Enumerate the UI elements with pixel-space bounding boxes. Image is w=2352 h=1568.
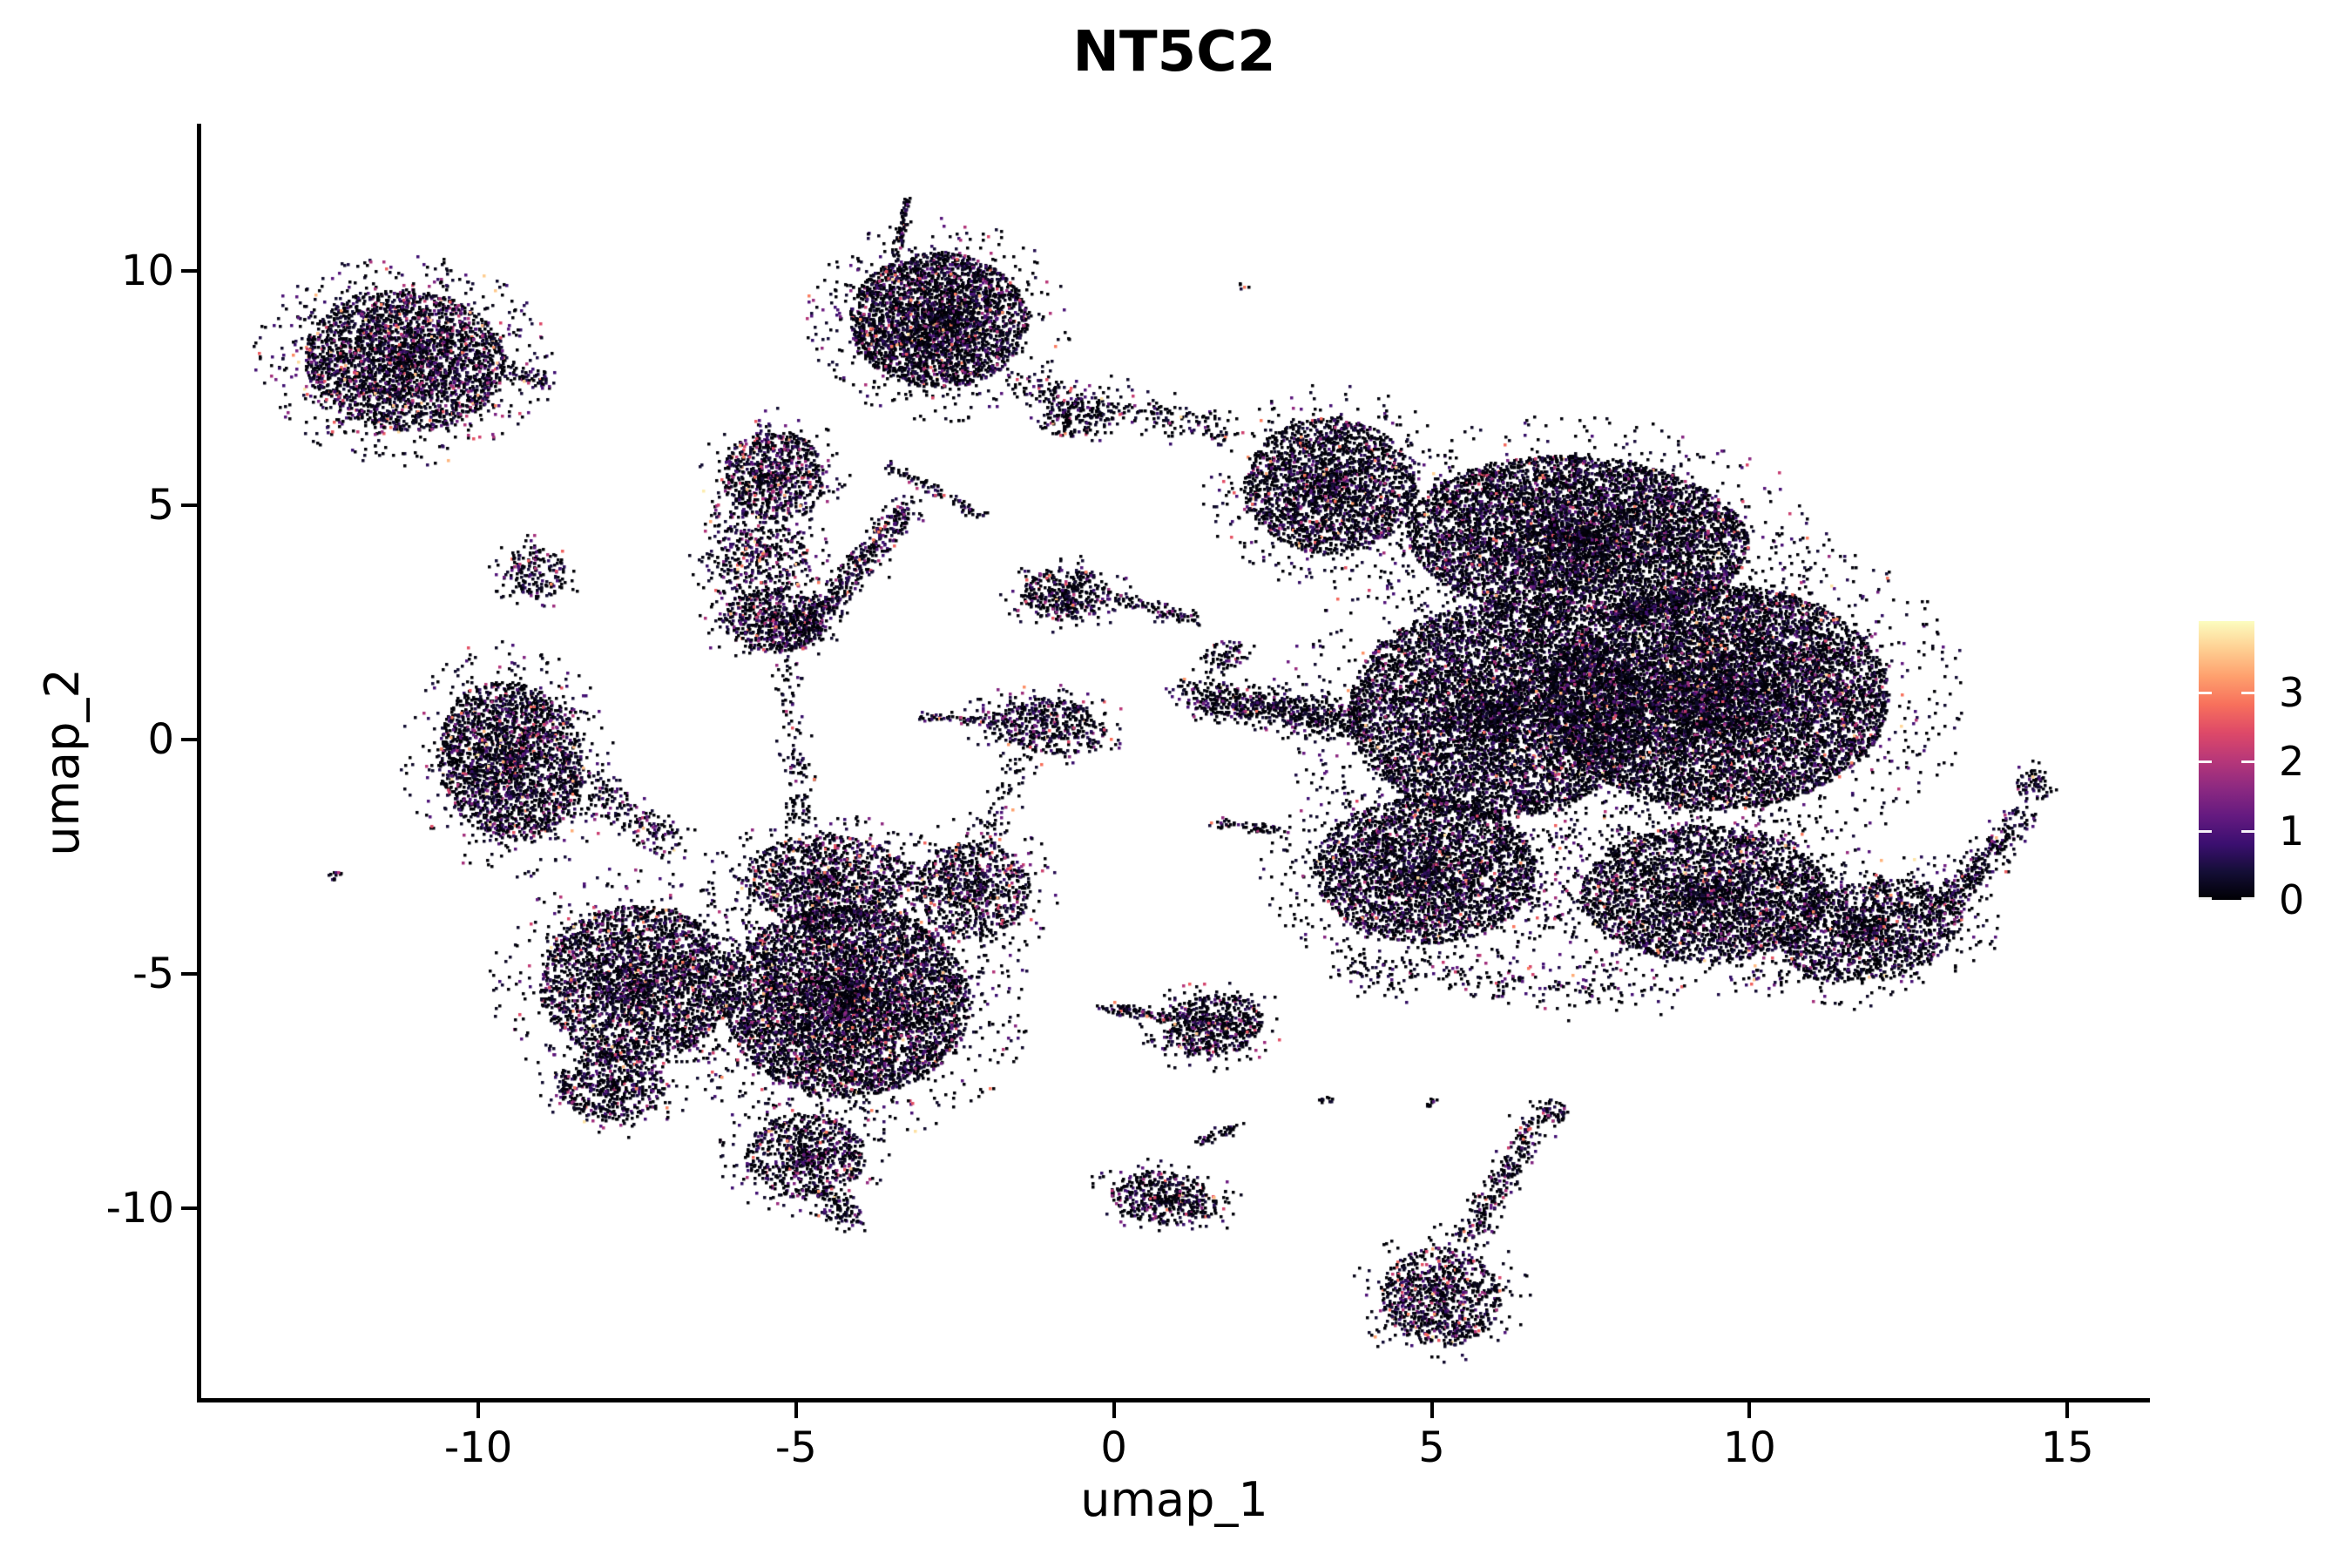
colorbar-tick-mark [2241, 691, 2254, 694]
y-tick-label: 0 [147, 715, 174, 765]
y-axis-line [197, 124, 201, 1402]
colorbar-tick-label: 2 [2279, 738, 2305, 786]
colorbar-tick-mark [2199, 691, 2212, 694]
x-tick-label: -5 [774, 1423, 817, 1472]
colorbar-tick-mark [2241, 829, 2254, 833]
x-tick-mark [1112, 1402, 1116, 1418]
y-tick-label: -10 [105, 1183, 174, 1233]
colorbar-tick-label: 0 [2279, 876, 2305, 923]
plot-title: NT5C2 [1072, 20, 1276, 84]
y-tick-label: 5 [147, 481, 174, 531]
y-tick-label: -5 [132, 949, 174, 998]
colorbar-tick-label: 3 [2279, 668, 2305, 716]
y-tick-mark [181, 269, 197, 274]
x-tick-label: 5 [1418, 1423, 1445, 1472]
x-tick-label: -10 [443, 1423, 513, 1472]
y-tick-label: 10 [120, 247, 174, 296]
x-tick-mark [476, 1402, 481, 1418]
colorbar-tick-label: 1 [2279, 807, 2305, 855]
x-tick-mark [2065, 1402, 2070, 1418]
x-tick-label: 15 [2040, 1423, 2094, 1472]
x-tick-mark [1429, 1402, 1434, 1418]
y-tick-mark [181, 738, 197, 742]
colorbar-tick-mark [2241, 760, 2254, 764]
colorbar-tick-mark [2241, 897, 2254, 900]
y-tick-mark [181, 1206, 197, 1210]
y-tick-mark [181, 504, 197, 508]
x-axis-line [197, 1398, 2150, 1402]
colorbar [2199, 621, 2254, 900]
x-tick-mark [1747, 1402, 1752, 1418]
x-tick-label: 10 [1722, 1423, 1776, 1472]
colorbar-tick-mark [2199, 760, 2212, 764]
x-tick-label: 0 [1100, 1423, 1127, 1472]
x-axis-title: umap_1 [1080, 1472, 1268, 1527]
y-tick-mark [181, 971, 197, 976]
x-tick-mark [794, 1402, 798, 1418]
colorbar-tick-mark [2199, 897, 2212, 900]
colorbar-tick-mark [2199, 829, 2212, 833]
